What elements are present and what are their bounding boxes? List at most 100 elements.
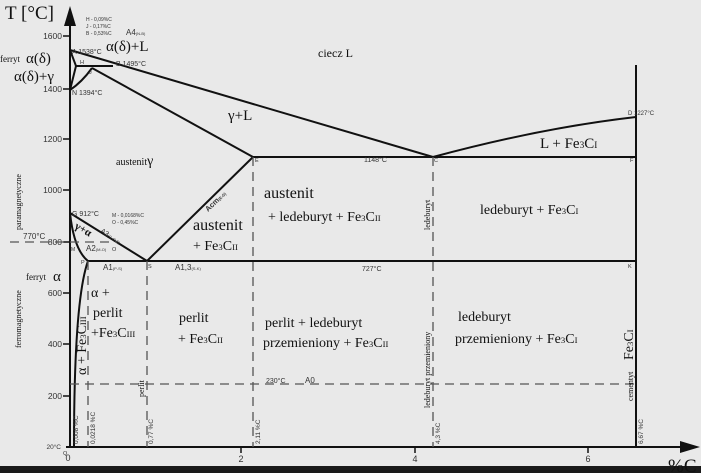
x-tick-label: 2 <box>238 454 243 464</box>
composition-2.11: 2,11 %C <box>255 419 262 444</box>
y-tick-label: 1000 <box>43 185 62 195</box>
point-A: A 1538°C <box>72 48 102 56</box>
point-M: M <box>71 247 75 253</box>
point-F: F <box>630 158 634 164</box>
y-tick-label: 200 <box>48 391 62 401</box>
bottom-border <box>0 466 701 473</box>
label-A4: A4(N-B) <box>126 28 146 37</box>
point-E: E <box>255 158 259 164</box>
region-alpha-cementite: α + Fe3CIII <box>75 316 90 375</box>
y-ticks <box>63 35 70 397</box>
a3-line-GS <box>69 212 148 262</box>
composition-4.3: 4,3 %C <box>435 422 442 444</box>
point-S: S <box>148 264 152 270</box>
label-paramagnetic: paramagnetyczne <box>14 174 23 230</box>
x-axis-arrow-icon <box>680 441 700 453</box>
label-A13: A1,3(S-K) <box>175 263 201 272</box>
y-tick-label: 600 <box>48 288 62 298</box>
point-G: G 912°C <box>72 210 99 218</box>
label-A3: A3(G-O-S) <box>99 228 122 247</box>
region-ledeburite-cementite: ledeburyt + Fe3CI <box>480 203 578 218</box>
region-austenite-ledeburite-1: austenit <box>264 185 314 202</box>
y-origin-label: 20°C <box>46 443 61 451</box>
acm-line-ES <box>146 156 254 262</box>
region-ferrite-delta-label: ferryt <box>0 54 20 64</box>
liquidus-ABC <box>69 49 434 158</box>
x-tick-label: 0 <box>65 453 70 463</box>
region-perlit-ledeburite-1: perlit + ledeburyt <box>265 316 362 331</box>
region-ferrite-alpha: α <box>53 269 61 285</box>
y-tick-label: 1600 <box>43 31 62 41</box>
region-austenite-cementite-2: + Fe3CII <box>193 239 238 254</box>
y-tick-label: 1400 <box>43 84 62 94</box>
composition-0.0218: 0,0218 %C <box>90 412 97 444</box>
region-ferrite-alpha-label: ferryt <box>26 272 46 282</box>
line-GP <box>69 212 89 262</box>
region-L-cementite: L + Fe3CI <box>540 136 597 152</box>
region-liquid: ciecz L <box>318 46 353 60</box>
region-delta-gamma: α(δ)+γ <box>14 69 54 85</box>
region-delta-L: α(δ)+L <box>106 39 149 55</box>
composition-0.77: 0,77 %C <box>148 419 155 444</box>
point-N: N 1394°C <box>72 89 102 97</box>
point-D: D 1227°C <box>628 111 655 117</box>
solidus-AH <box>69 49 77 67</box>
y-axis-title: T [°C] <box>5 3 54 24</box>
region-ledeburite-transformed-2: przemieniony + Fe3CI <box>455 332 578 347</box>
region-perlit-cementite-1: perlit <box>179 311 209 326</box>
note-H: H - 0,09%C <box>86 17 112 23</box>
line-HN <box>69 65 77 91</box>
eutectic-temp: 1148°C <box>364 156 387 164</box>
composition-0.008: 0,008 %C <box>73 415 80 444</box>
label-ferromagnetic: ferromagnetyczne <box>14 290 23 348</box>
label-vertical-ledeburite-transformed: ledeburyt przemieniony <box>423 332 432 408</box>
note-M: M - 0,0168%C <box>112 213 144 219</box>
label-vertical-cementite-formula: Fe3CI <box>622 329 637 360</box>
curie-temp: 770°C <box>23 232 46 241</box>
label-A1: A1(P-S) <box>103 263 123 272</box>
point-H: H <box>80 60 84 66</box>
region-gamma-L: γ+L <box>227 108 252 124</box>
note-O: O - 0,45%C <box>112 220 139 226</box>
solidus-JE <box>91 67 254 158</box>
x-tick-label: 4 <box>412 454 417 464</box>
composition-6.67: 6,67 %C <box>638 419 645 444</box>
region-alpha-perlit-1: α + <box>91 286 110 301</box>
region-ledeburite-transformed-1: ledeburyt <box>458 310 511 325</box>
a0-temp: 230°C <box>266 377 286 385</box>
label-A2: A2(M-O) <box>86 244 107 253</box>
x-axis-title: %C <box>668 456 697 473</box>
point-B: B 1495°C <box>116 60 146 68</box>
x-ticks <box>240 447 589 453</box>
region-ferrite-delta: α(δ) <box>26 51 51 67</box>
label-vertical-ledeburite: ledeburyt <box>423 199 432 230</box>
region-austenite-cementite-1: austenit <box>193 217 243 234</box>
region-perlit-cementite-2: + Fe3CII <box>178 332 223 347</box>
region-perlit-ledeburite-2: przemieniony + Fe3CII <box>263 336 388 351</box>
point-O: O <box>112 247 117 253</box>
point-Q: Q <box>63 451 68 457</box>
label-vertical-cementite: cementyt <box>626 371 635 401</box>
liquidus-CD <box>432 116 637 158</box>
region-austenite-ledeburite-2: + ledeburyt + Fe3CII <box>268 210 381 225</box>
note-J: J - 0,17%C <box>86 24 111 30</box>
point-K: K <box>628 264 632 270</box>
point-C: C <box>434 158 438 164</box>
line-JN <box>69 67 93 91</box>
y-tick-label: 400 <box>48 339 62 349</box>
point-P: P <box>81 260 85 266</box>
line-PQ <box>73 260 89 448</box>
point-J: J <box>89 70 92 76</box>
region-austenite: austenitγ <box>116 154 153 169</box>
y-tick-label: 1200 <box>43 134 62 144</box>
note-B: B - 0,53%C <box>86 31 112 37</box>
label-vertical-perlit: perlit <box>137 379 146 397</box>
region-alpha-perlit-2: perlit <box>93 306 123 321</box>
eutectoid-temp: 727°C <box>362 265 382 273</box>
x-tick-label: 6 <box>585 454 590 464</box>
label-A0: A0 <box>305 376 315 385</box>
y-axis-arrow-icon <box>64 6 76 26</box>
region-alpha-perlit-3: +Fe3CIII <box>91 326 135 341</box>
